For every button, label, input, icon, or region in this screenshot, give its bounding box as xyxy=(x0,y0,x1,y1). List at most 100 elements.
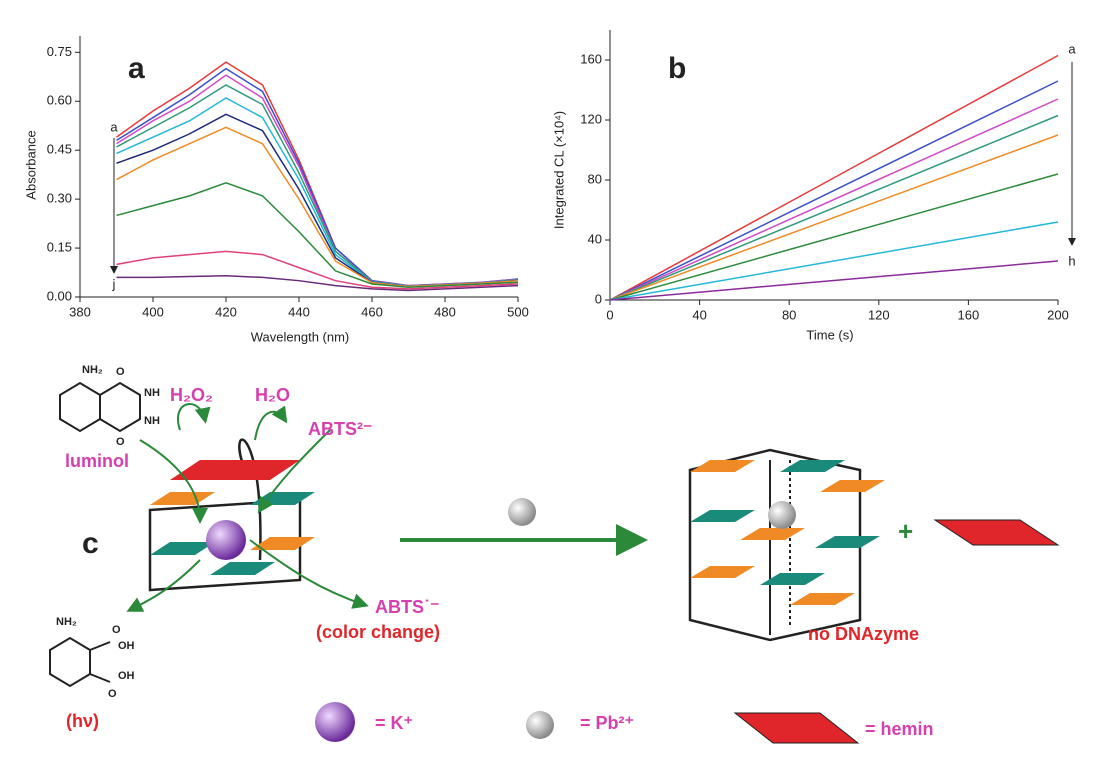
x-tick-label: 40 xyxy=(692,307,706,322)
x-tick-label: 400 xyxy=(142,304,164,319)
g-quartet xyxy=(250,537,315,550)
x-tick-label: 120 xyxy=(868,307,890,322)
no-dnazyme: no DNAzyme xyxy=(808,624,919,644)
legend-label: = Pb²⁺ xyxy=(580,713,634,733)
y-tick-label: 0.75 xyxy=(47,44,72,59)
atom: OH xyxy=(118,640,135,652)
y-tick-label: 80 xyxy=(588,171,602,186)
x-tick-label: 160 xyxy=(958,307,980,322)
y-tick-label: 160 xyxy=(580,51,602,66)
panel-label: b xyxy=(668,52,686,85)
series-line xyxy=(609,221,1059,301)
atom: NH xyxy=(144,415,160,427)
atom: O xyxy=(116,366,125,378)
arrow xyxy=(254,405,288,441)
g-quartet xyxy=(760,573,825,585)
series-line xyxy=(609,134,1059,301)
y-axis-label: Absorbance xyxy=(23,130,38,199)
x-tick-label: 0 xyxy=(606,307,613,322)
luminol: luminol xyxy=(65,451,129,471)
hemin xyxy=(933,519,1060,546)
charts: a Wavelength (nm) Absorbance a j b Time … xyxy=(23,30,1076,344)
series-line xyxy=(609,173,1059,301)
bond xyxy=(89,641,111,651)
pb-ion xyxy=(768,501,796,529)
y-tick-label: 0 xyxy=(595,291,602,306)
abts-radical: ABTS˙⁻ xyxy=(375,597,440,617)
series-line xyxy=(116,250,519,290)
panel-label: c xyxy=(82,527,99,560)
legend-hemin xyxy=(733,712,860,744)
atom: NH xyxy=(144,387,160,399)
x-axis-label: Wavelength (nm) xyxy=(251,329,350,344)
atom: O xyxy=(116,436,125,448)
annotation: j xyxy=(112,276,116,291)
arrow xyxy=(177,403,211,431)
series-line xyxy=(609,114,1059,301)
x-tick-label: 500 xyxy=(507,304,529,319)
x-tick-label: 460 xyxy=(361,304,383,319)
g-quartet xyxy=(210,562,275,575)
atom: OH xyxy=(118,670,135,682)
legend-label: = K⁺ xyxy=(375,713,413,733)
annotation: a xyxy=(110,119,118,134)
hemin xyxy=(170,460,300,480)
x-tick-label: 440 xyxy=(288,304,310,319)
ring xyxy=(99,381,141,433)
g-quartet xyxy=(790,593,855,605)
abts: ABTS²⁻ xyxy=(308,419,373,439)
plus: + xyxy=(898,516,913,546)
arrow xyxy=(257,429,331,514)
series-line xyxy=(609,98,1059,301)
annotation: a xyxy=(1068,41,1076,56)
series-line xyxy=(116,275,519,292)
arrow xyxy=(126,559,201,612)
g-quartet xyxy=(690,510,755,522)
pb-ion xyxy=(508,498,536,526)
y-tick-label: 0.30 xyxy=(47,191,72,206)
g-quartet xyxy=(150,492,215,505)
g-quartet xyxy=(820,480,885,492)
g-quartet xyxy=(740,528,805,540)
y-tick-label: 120 xyxy=(580,111,602,126)
y-tick-label: 0.15 xyxy=(47,240,72,255)
y-tick-label: 0.00 xyxy=(47,288,72,303)
x-tick-label: 200 xyxy=(1047,307,1069,322)
y-tick-label: 0.45 xyxy=(47,142,72,157)
panel-label: a xyxy=(128,52,145,85)
h2o: H₂O xyxy=(255,385,290,405)
strand xyxy=(238,438,262,561)
x-tick-label: 80 xyxy=(782,307,796,322)
atom: NH₂ xyxy=(82,364,103,376)
legend-k xyxy=(315,702,355,742)
hv: (hν) xyxy=(66,711,99,731)
legend-pb xyxy=(526,711,554,739)
bond xyxy=(89,673,111,683)
series-line xyxy=(609,80,1059,301)
g-quartet xyxy=(780,460,845,472)
arrow xyxy=(249,539,369,609)
series-line xyxy=(609,54,1059,301)
x-tick-label: 380 xyxy=(69,304,91,319)
strand xyxy=(688,448,862,642)
h2o2: H₂O₂ xyxy=(170,385,213,405)
g-quartet xyxy=(815,536,880,548)
g-quartet xyxy=(690,566,755,578)
strand xyxy=(148,498,302,592)
x-axis-label: Time (s) xyxy=(806,327,853,342)
y-axis-label: Integrated CL (×10⁴) xyxy=(551,111,566,229)
x-tick-label: 420 xyxy=(215,304,237,319)
diagram: c NH₂ O NH NH O luminol NH₂ O OH OH O (h… xyxy=(49,364,1060,744)
g-quartet xyxy=(690,460,755,472)
series-line xyxy=(609,260,1059,301)
series-line xyxy=(116,182,519,288)
y-tick-label: 40 xyxy=(588,231,602,246)
x-tick-label: 480 xyxy=(434,304,456,319)
atom: O xyxy=(108,688,117,700)
k-ion xyxy=(206,520,246,560)
y-tick-label: 0.60 xyxy=(47,93,72,108)
color-change: (color change) xyxy=(316,622,440,642)
g-quartet xyxy=(150,542,215,555)
